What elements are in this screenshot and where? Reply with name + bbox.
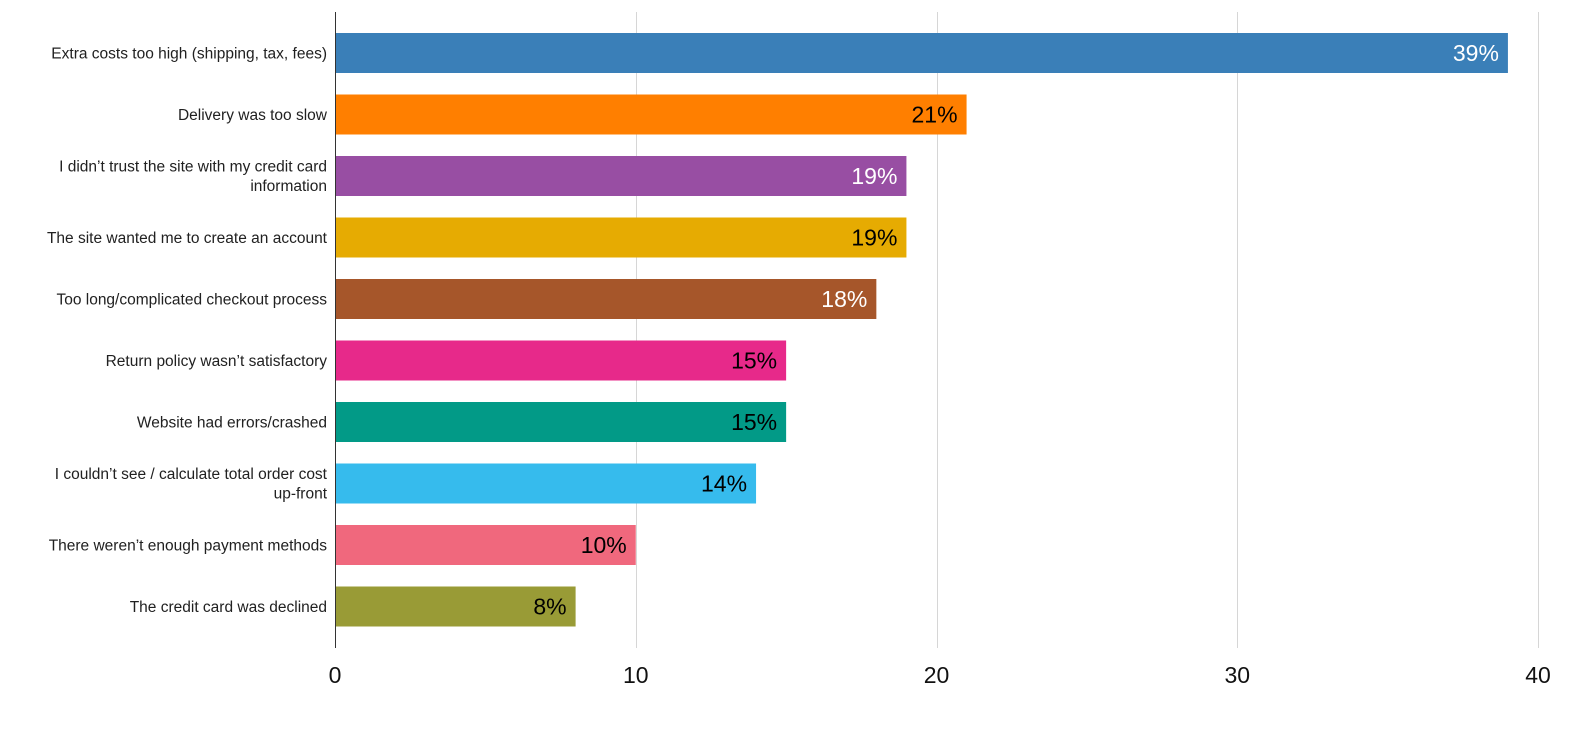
data-label-5: 18% <box>821 286 867 312</box>
category-label-9: There weren’t enough payment methods <box>49 538 328 555</box>
data-label-6: 15% <box>731 348 777 374</box>
data-label-4: 19% <box>851 225 897 251</box>
data-label-2: 21% <box>912 102 958 128</box>
bar-10 <box>335 586 576 627</box>
bars <box>335 33 1508 627</box>
data-label-7: 15% <box>731 409 777 435</box>
bar-8 <box>335 463 757 504</box>
category-label-10: The credit card was declined <box>130 599 327 616</box>
category-label-5: Too long/complicated checkout process <box>56 292 327 309</box>
category-label-line: information <box>250 178 327 195</box>
category-label-3: I didn’t trust the site with my credit c… <box>59 159 327 196</box>
category-label-line: There weren’t enough payment methods <box>49 538 328 555</box>
bar-7 <box>335 402 787 442</box>
bar-6 <box>335 340 787 381</box>
data-label-1: 39% <box>1453 40 1499 66</box>
bar-9 <box>335 525 636 565</box>
data-label-8: 14% <box>701 471 747 497</box>
category-label-4: The site wanted me to create an account <box>47 230 328 247</box>
x-tick-label-0: 0 <box>329 662 342 688</box>
category-label-6: Return policy wasn’t satisfactory <box>106 353 328 370</box>
category-label-line: Return policy wasn’t satisfactory <box>106 353 328 370</box>
bar-1 <box>335 33 1508 73</box>
category-label-7: Website had errors/crashed <box>137 415 327 432</box>
bar-5 <box>335 279 877 319</box>
data-label-3: 19% <box>851 163 897 189</box>
category-label-1: Extra costs too high (shipping, tax, fee… <box>51 46 327 63</box>
x-tick-label-10: 10 <box>623 662 649 688</box>
x-tick-labels: 0 10 20 30 40 <box>329 662 1551 688</box>
category-label-line: The credit card was declined <box>130 599 327 616</box>
category-label-line: I didn’t trust the site with my credit c… <box>59 159 327 176</box>
data-labels: 39% 21% 19% 19% 18% 15% 15% 14% 10% 8% <box>533 40 1499 620</box>
x-tick-label-30: 30 <box>1224 662 1250 688</box>
category-label-8: I couldn’t see / calculate total order c… <box>55 466 328 503</box>
category-label-line: Too long/complicated checkout process <box>56 292 327 309</box>
bar-3 <box>335 156 907 196</box>
bar-2 <box>335 94 967 135</box>
category-label-line: I couldn’t see / calculate total order c… <box>55 466 328 483</box>
category-label-2: Delivery was too slow <box>178 107 328 124</box>
category-label-line: Extra costs too high (shipping, tax, fee… <box>51 46 327 63</box>
x-tick-label-20: 20 <box>924 662 950 688</box>
category-label-line: Website had errors/crashed <box>137 415 327 432</box>
category-label-line: up-front <box>274 486 328 503</box>
category-label-line: Delivery was too slow <box>178 107 328 124</box>
bar-4 <box>335 217 907 258</box>
data-label-10: 8% <box>533 594 566 620</box>
category-labels: Extra costs too high (shipping, tax, fee… <box>47 46 328 617</box>
category-label-line: The site wanted me to create an account <box>47 230 328 247</box>
x-tick-label-40: 40 <box>1525 662 1551 688</box>
data-label-9: 10% <box>581 532 627 558</box>
